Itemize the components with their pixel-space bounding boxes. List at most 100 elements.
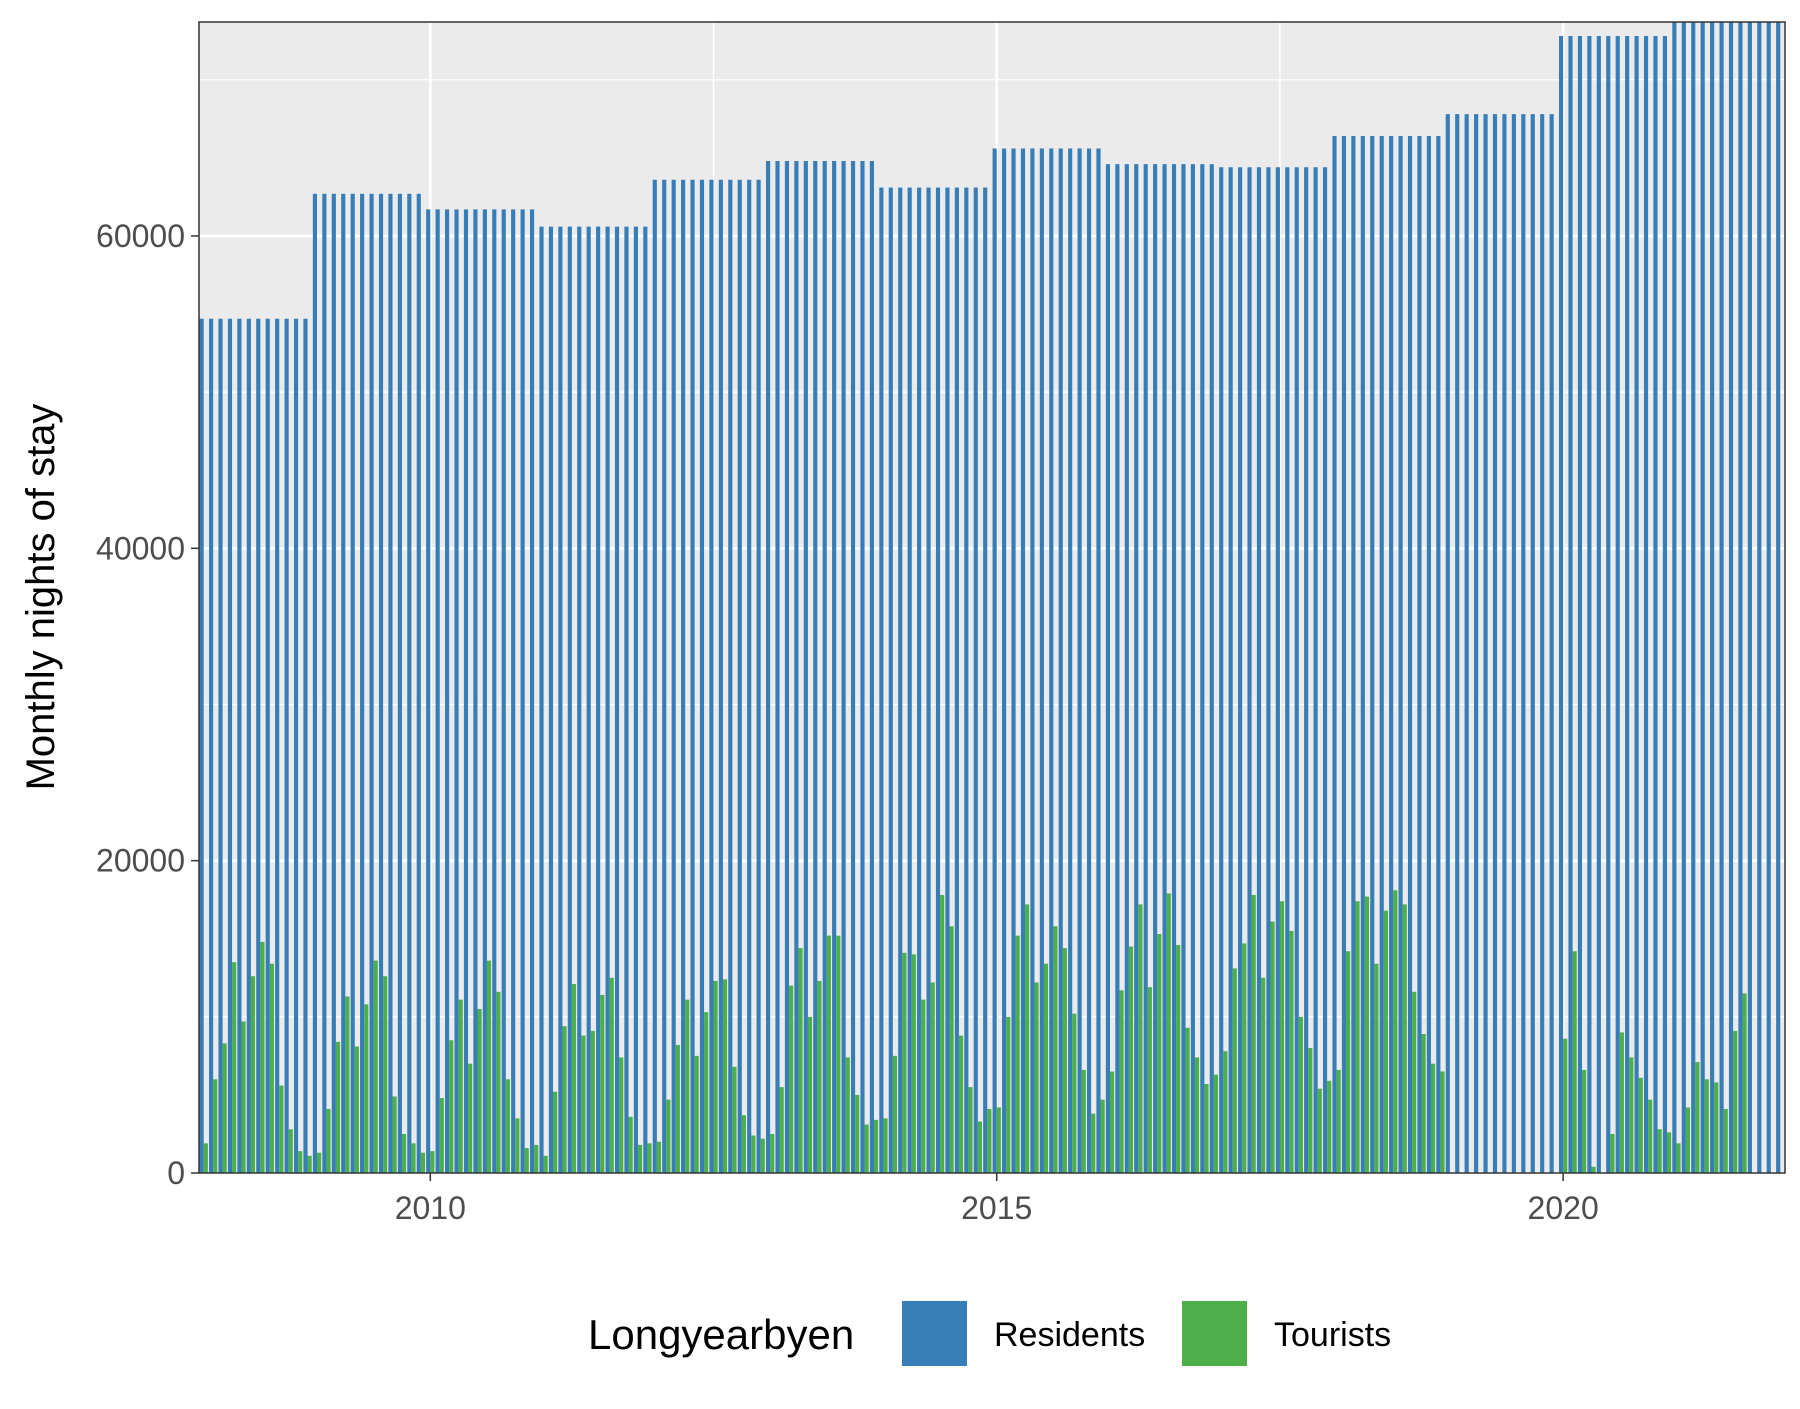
tourists-bar [1563, 1038, 1568, 1173]
tourists-bar [666, 1099, 671, 1173]
tourists-bar [1308, 1048, 1313, 1173]
residents-bar [1728, 22, 1734, 1173]
residents-bar [256, 318, 261, 1173]
tourists-bar [1157, 934, 1162, 1173]
tourists-bar [383, 976, 388, 1173]
residents-bar [945, 187, 950, 1174]
residents-bar [1492, 114, 1498, 1174]
tourists-bar [1704, 1079, 1709, 1173]
residents-bar [284, 318, 289, 1173]
tourists-bar [958, 1035, 964, 1173]
tourists-bar [1043, 963, 1049, 1173]
tourists-bar [1412, 991, 1417, 1173]
residents-bar [1171, 164, 1177, 1173]
residents-bar [501, 209, 506, 1173]
tourists-bar [1119, 990, 1124, 1173]
residents-bar [1086, 148, 1092, 1173]
residents-bar [1181, 164, 1186, 1173]
residents-bar [652, 179, 657, 1173]
residents-bar [907, 187, 912, 1174]
residents-bar [1096, 148, 1101, 1173]
tourists-bar [1327, 1080, 1332, 1173]
residents-bar [992, 148, 997, 1173]
tourists-bar [826, 935, 831, 1173]
tourists-bar [751, 1135, 756, 1173]
residents-bar [1568, 36, 1573, 1173]
tourists-bar [1015, 935, 1020, 1173]
residents-bar [1209, 164, 1214, 1173]
tourists-bar [364, 1004, 369, 1173]
tourists-bar [458, 999, 463, 1173]
residents-bar [614, 226, 620, 1173]
tourists-bar [1666, 1132, 1672, 1173]
residents-bar [1464, 114, 1469, 1174]
residents-bar [643, 226, 648, 1173]
residents-bar [822, 160, 827, 1173]
tourists-bar [1185, 1027, 1190, 1173]
residents-bar [1153, 164, 1158, 1173]
residents-bar [1549, 114, 1554, 1174]
tourists-bar [864, 1124, 869, 1173]
tourists-bar [1317, 1088, 1322, 1173]
residents-bar [1483, 114, 1488, 1174]
residents-bar [860, 160, 865, 1173]
residents-bar [1332, 136, 1337, 1173]
tourists-bar [1223, 1051, 1228, 1173]
tourists-bar [1251, 895, 1256, 1173]
tourists-bar [232, 962, 237, 1173]
tourists-bar [288, 1129, 293, 1173]
tourists-bar [354, 1046, 359, 1173]
tourists-bar [1355, 901, 1360, 1173]
y-tick-label: 40000 [96, 530, 185, 566]
residents-bar [709, 179, 714, 1173]
legend: Longyearbyen Residents Tourists [588, 1299, 1391, 1368]
tourists-bar [1393, 890, 1398, 1173]
residents-bar [1190, 164, 1195, 1173]
tourists-bar [1128, 946, 1134, 1173]
tourists-bar [562, 1026, 567, 1173]
legend-title: Longyearbyen [588, 1311, 854, 1358]
tourists-bar [968, 1087, 973, 1173]
tourists-bar [1081, 1069, 1086, 1173]
residents-bar [246, 318, 251, 1173]
residents-bar [1256, 167, 1262, 1173]
tourists-bar [1638, 1077, 1643, 1173]
residents-bar [1398, 136, 1403, 1173]
residents-bar [813, 160, 818, 1173]
panel-background [199, 22, 1785, 1173]
residents-bar [1530, 114, 1535, 1174]
tourists-bar [637, 1144, 643, 1173]
residents-bar [803, 160, 808, 1173]
residents-bar [633, 226, 638, 1173]
tourists-bar [732, 1066, 737, 1173]
tourists-bar [515, 1118, 520, 1173]
tourists-bar [581, 1035, 586, 1173]
tourists-bar [855, 1094, 860, 1173]
tourists-bar [439, 1098, 444, 1173]
tourists-bar [1213, 1074, 1219, 1173]
residents-bar [1030, 148, 1035, 1173]
tourists-bar [486, 960, 492, 1173]
residents-bar [765, 160, 771, 1173]
residents-bar [954, 187, 959, 1174]
legend-key-residents [900, 1299, 969, 1368]
residents-bar [1341, 136, 1347, 1173]
residents-bar [964, 187, 969, 1174]
residents-bar [1360, 136, 1365, 1173]
tourists-bar [317, 1152, 322, 1173]
tourists-bar [675, 1044, 680, 1173]
tourists-bar [713, 980, 718, 1173]
tourists-bar [1714, 1082, 1719, 1173]
residents-bar [1105, 164, 1111, 1173]
tourists-bar [401, 1133, 407, 1173]
tourists-bar [1279, 901, 1285, 1173]
tourists-bars [203, 890, 1747, 1173]
residents-bar [879, 187, 884, 1174]
tourists-bar [1742, 993, 1747, 1173]
legend-label-residents: Residents [994, 1316, 1145, 1354]
tourists-bar [845, 1057, 850, 1173]
tourists-bar [1591, 1166, 1596, 1173]
residents-bar [1407, 136, 1413, 1173]
residents-bar [360, 193, 365, 1174]
